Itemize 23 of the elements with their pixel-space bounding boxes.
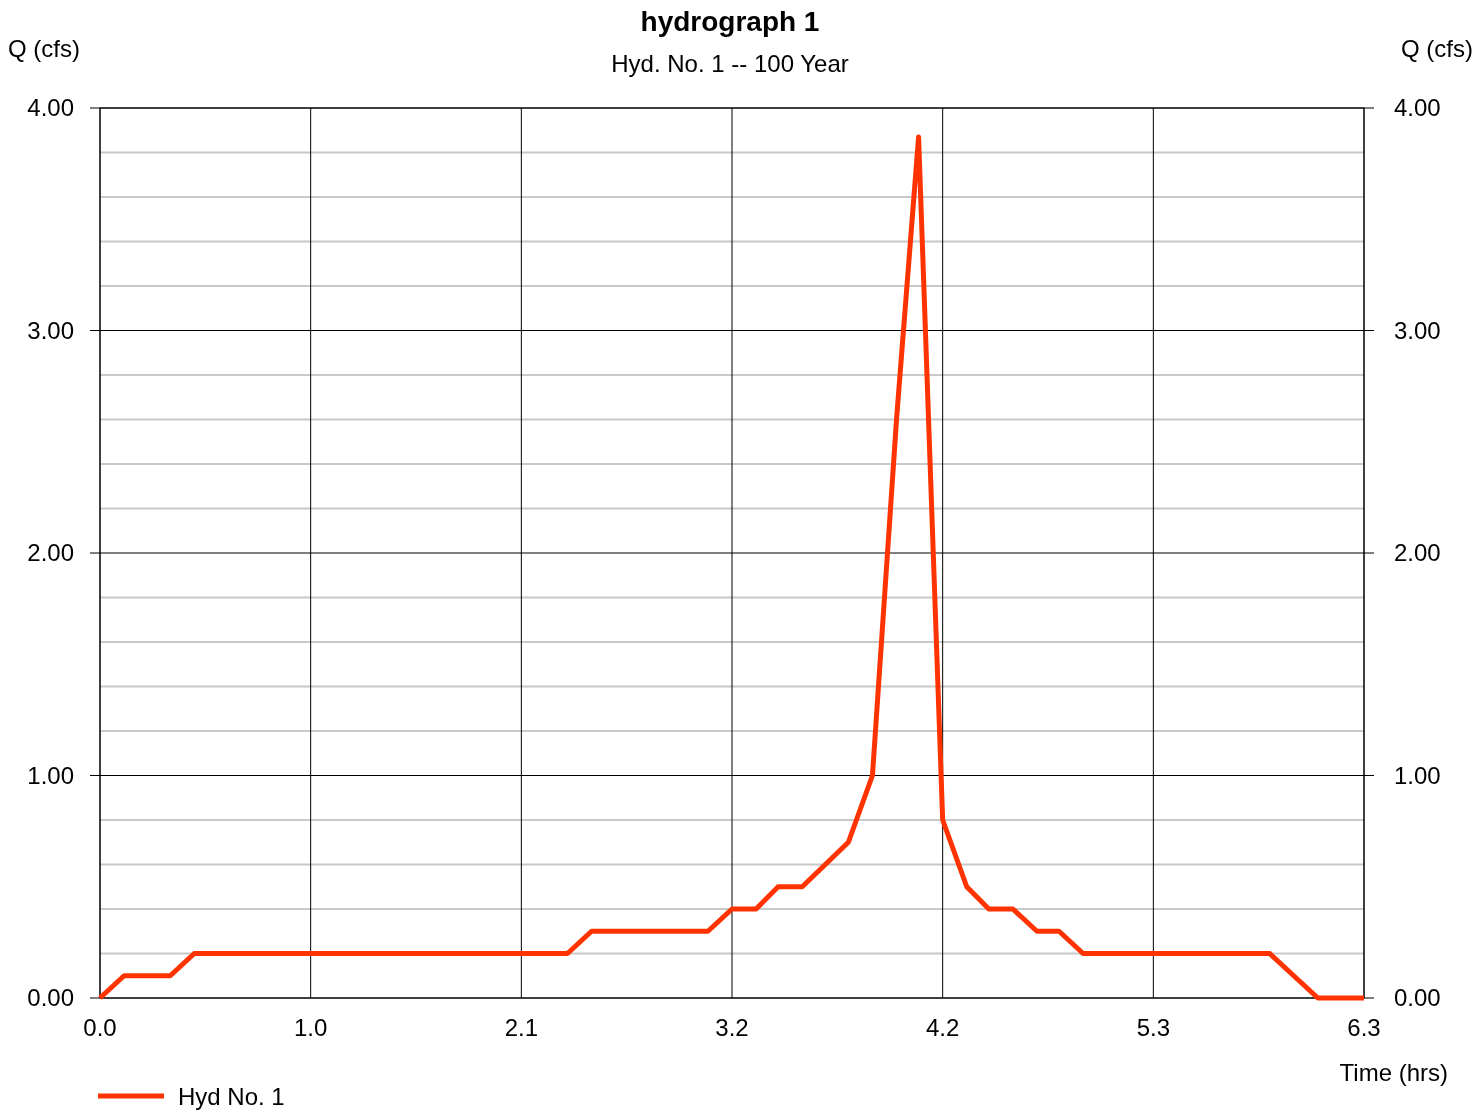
legend-label: Hyd No. 1 [178,1083,285,1110]
y-axis-title: Q (cfs) [8,35,80,62]
x-tick-label: 5.3 [1136,1014,1171,1041]
x-tick-label: 2.1 [504,1014,539,1041]
x-tick-label: 1.0 [293,1014,328,1041]
x-tick-label: 6.3 [1347,1014,1381,1041]
y-tick-label: 0.00 [27,984,74,1011]
y-tick-label: 1.00 [27,761,74,789]
y2-tick-label: 1.00 [1394,761,1441,789]
chart-subtitle: Hyd. No. 1 -- 100 Year [611,50,849,77]
y-tick-label: 3.00 [27,316,74,344]
y-tick-label: 2.00 [27,539,74,566]
y2-axis-title: Q (cfs) [1401,35,1473,62]
y2-tick-label: 2.00 [1394,539,1441,566]
x-axis-title: Time (hrs) [1339,1059,1448,1086]
x-tick-label: 0.0 [83,1014,117,1041]
y2-tick-label: 4.00 [1394,94,1441,121]
y2-tick-label: 3.00 [1394,316,1441,344]
x-tick-label: 3.2 [715,1014,749,1041]
chart-title: hydrograph 1 [640,6,820,37]
y2-tick-label: 0.00 [1394,984,1441,1011]
y-tick-label: 4.00 [27,94,74,121]
x-tick-label: 4.2 [925,1014,960,1041]
